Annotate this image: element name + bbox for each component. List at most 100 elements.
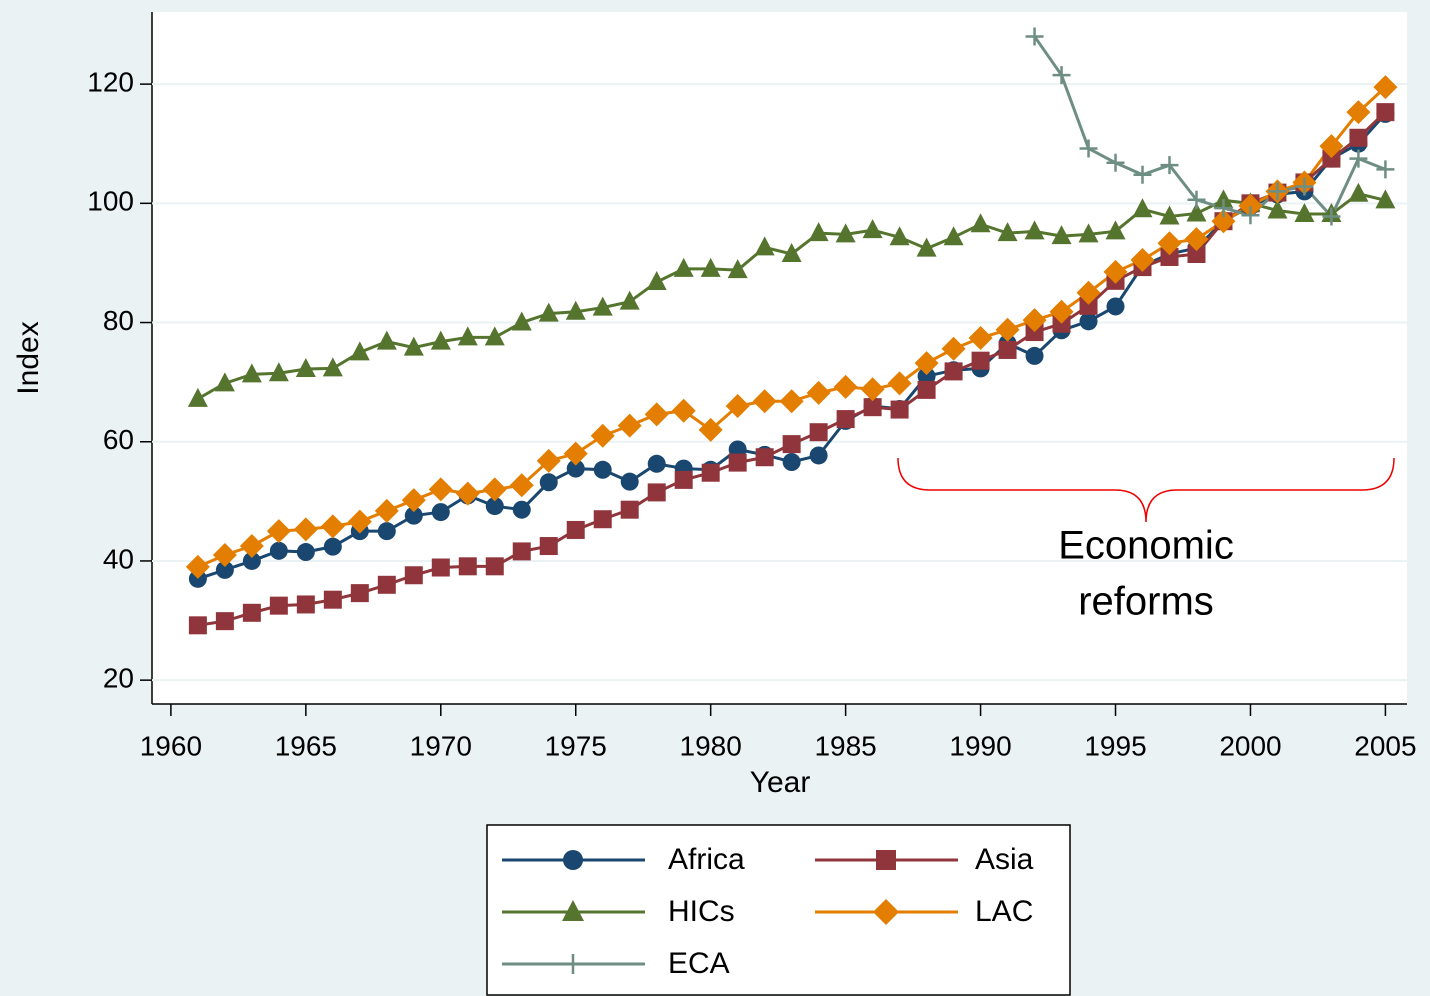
data-point <box>566 520 585 539</box>
data-point <box>212 542 237 567</box>
data-point <box>539 473 558 492</box>
data-point <box>943 226 964 246</box>
data-point <box>1105 220 1126 240</box>
data-point <box>566 459 585 478</box>
data-point <box>1213 189 1234 209</box>
data-point <box>1214 199 1233 218</box>
data-point <box>998 340 1017 359</box>
x-tick-label: 1975 <box>545 730 607 761</box>
x-tick-label: 1970 <box>410 730 472 761</box>
y-axis-label: Index <box>12 321 45 394</box>
data-point <box>944 362 963 381</box>
data-point <box>1322 149 1341 168</box>
data-point <box>293 517 318 542</box>
data-point <box>1025 346 1044 365</box>
data-point <box>1160 247 1179 266</box>
series-line <box>1033 35 1386 220</box>
y-tick-label: 100 <box>87 186 134 217</box>
legend-marker <box>876 850 896 870</box>
data-point <box>347 509 372 534</box>
legend-marker <box>563 850 583 870</box>
data-point <box>215 560 234 579</box>
data-point <box>538 302 559 322</box>
data-point <box>995 317 1020 342</box>
data-point <box>806 380 831 405</box>
legend-label: Asia <box>975 843 1034 876</box>
data-point <box>1133 165 1152 184</box>
data-point <box>1348 182 1369 202</box>
data-point <box>1160 156 1179 175</box>
y-tick-label: 120 <box>87 67 134 98</box>
data-point <box>403 336 424 356</box>
data-point <box>1187 190 1206 209</box>
data-point <box>431 503 450 522</box>
legend-label: HICs <box>668 895 735 928</box>
data-point <box>1376 160 1395 179</box>
data-point <box>836 410 855 429</box>
data-point <box>296 543 315 562</box>
data-point <box>592 296 613 316</box>
legend-label: ECA <box>668 947 730 980</box>
data-point <box>1184 227 1209 252</box>
data-point <box>485 497 504 516</box>
data-point <box>941 336 966 361</box>
data-point <box>971 351 990 370</box>
data-point <box>512 542 531 561</box>
data-point <box>1132 198 1153 218</box>
data-point <box>1319 134 1344 159</box>
data-point <box>320 514 345 539</box>
data-point <box>1268 182 1287 201</box>
data-point <box>377 522 396 541</box>
x-axis-label: Year <box>750 766 811 799</box>
data-point <box>1024 220 1045 240</box>
data-point <box>187 387 208 407</box>
data-point <box>268 362 289 382</box>
data-point <box>1079 139 1098 158</box>
data-point <box>485 557 504 576</box>
data-point <box>214 372 235 392</box>
data-point <box>755 448 774 467</box>
data-point <box>536 448 561 473</box>
data-point <box>809 423 828 442</box>
x-tick-label: 1960 <box>140 730 202 761</box>
data-point <box>644 402 669 427</box>
data-point <box>647 454 666 473</box>
data-point <box>808 222 829 242</box>
legend <box>486 824 1071 996</box>
x-tick-label: 1990 <box>949 730 1011 761</box>
data-point <box>404 566 423 585</box>
x-tick-label: 1965 <box>275 730 337 761</box>
data-point <box>1157 231 1182 256</box>
data-point <box>970 213 991 233</box>
data-point <box>1159 205 1180 225</box>
data-point <box>350 584 369 603</box>
legend-marker <box>562 900 584 921</box>
data-point <box>1025 27 1044 46</box>
data-point <box>1241 206 1260 225</box>
data-point <box>887 371 912 396</box>
data-point <box>377 575 396 594</box>
data-point <box>374 498 399 523</box>
data-point <box>890 400 909 419</box>
data-point <box>701 463 720 482</box>
data-point <box>269 596 288 615</box>
data-point <box>509 473 534 498</box>
data-point <box>1322 207 1341 226</box>
data-point <box>1049 299 1074 324</box>
legend-label: Africa <box>668 843 745 876</box>
data-point <box>1238 193 1263 218</box>
data-point <box>782 453 801 472</box>
data-point <box>889 226 910 246</box>
data-point <box>1051 225 1072 245</box>
data-point <box>782 435 801 454</box>
annotation: reforms <box>1078 580 1214 624</box>
data-point <box>997 222 1018 242</box>
data-point <box>833 374 858 399</box>
data-point <box>1130 247 1155 272</box>
data-point <box>404 506 423 525</box>
data-point <box>617 413 642 438</box>
data-point <box>646 271 667 291</box>
y-tick-label: 40 <box>103 543 134 574</box>
